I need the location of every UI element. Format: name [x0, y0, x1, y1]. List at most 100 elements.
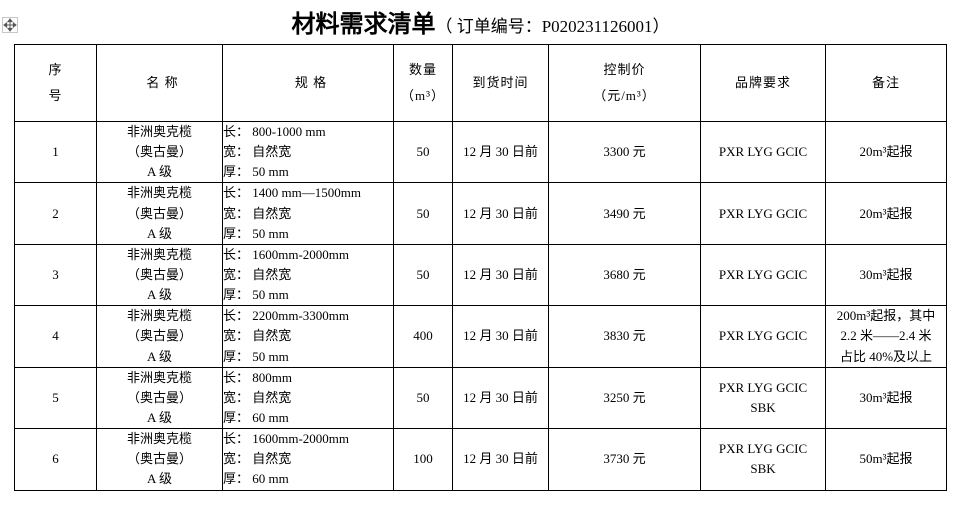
header-index-line2: 号 [48, 88, 63, 103]
cell-name-line1: 非洲奥克榄 [126, 308, 192, 324]
cell-note-line1: 30m³起报 [859, 389, 913, 405]
page-title: 材料需求清单（ 订单编号：P020231126001） [0, 4, 961, 39]
header-cell-note: 备注 [825, 44, 947, 122]
table-row: 6 非洲奥克榄 （奥古曼） A 级 长： 1600mm-2000mm 宽： 自然… [14, 428, 947, 491]
table-row: 4 非洲奥克榄 （奥古曼） A 级 长： 2200mm-3300mm 宽： 自然… [14, 305, 947, 368]
table-row: 5 非洲奥克榄 （奥古曼） A 级 长： 800mm 宽： 自然宽 厚： 60 … [14, 366, 947, 430]
cell-spec-length: 长： 1600mm-2000mm [223, 246, 350, 262]
cell-note: 50m³起报 [825, 428, 947, 491]
page-title-main: 材料需求清单 [291, 10, 436, 38]
cell-note: 30m³起报 [825, 243, 947, 307]
cell-brand-line1: PXR LYG GCIC [718, 205, 808, 221]
cell-spec-length: 长： 1600mm-2000mm [223, 431, 350, 447]
cell-spec-thickness: 厚： 50 mm [223, 348, 289, 364]
cell-spec: 长： 800-1000 mm 宽： 自然宽 厚： 50 mm [222, 120, 394, 184]
header-note-label: 备注 [871, 74, 900, 90]
material-requirement-table: 序 号 名 称 规 格 数量 （m³） 到货时间 [14, 44, 947, 491]
cell-name-line1: 非洲奥克榄 [126, 431, 192, 447]
cell-index: 2 [14, 182, 97, 245]
cell-name-line3: A 级 [147, 164, 172, 180]
cell-brand: PXR LYG GCIC [700, 305, 826, 368]
cell-quantity: 50 [393, 120, 453, 184]
cell-control-price: 3490 元 [548, 182, 701, 245]
cell-spec-thickness: 厚： 50 mm [223, 287, 289, 303]
cell-spec: 长： 1600mm-2000mm 宽： 自然宽 厚： 50 mm [222, 243, 394, 307]
cell-index: 1 [14, 120, 97, 184]
cell-name-line1: 非洲奥克榄 [126, 369, 192, 385]
cell-spec-thickness: 厚： 60 mm [223, 409, 289, 425]
cell-name: 非洲奥克榄 （奥古曼） A 级 [96, 120, 223, 184]
cell-index: 5 [14, 366, 97, 430]
cell-note-line1: 200m³起报，其中 [836, 308, 936, 324]
cell-name: 非洲奥克榄 （奥古曼） A 级 [96, 182, 223, 245]
cell-spec-width: 宽： 自然宽 [223, 389, 292, 405]
cell-brand: PXR LYG GCIC [700, 243, 826, 307]
cell-brand-line1: PXR LYG GCIC [718, 266, 808, 282]
header-cell-brand: 品牌要求 [700, 44, 826, 122]
header-qty-label: 数量 [408, 62, 437, 77]
cell-control-price: 3300 元 [548, 120, 701, 184]
cell-spec-length: 长： 800mm [223, 369, 292, 385]
cell-note-line1: 20m³起报 [859, 144, 913, 160]
cell-note: 30m³起报 [825, 366, 947, 430]
cell-name-line3: A 级 [147, 287, 172, 303]
table-row: 1 非洲奥克榄 （奥古曼） A 级 长： 800-1000 mm 宽： 自然宽 … [14, 120, 947, 184]
cell-spec-length: 长： 1400 mm—1500mm [223, 185, 361, 201]
cell-control-price: 3680 元 [548, 243, 701, 307]
cell-spec: 长： 2200mm-3300mm 宽： 自然宽 厚： 50 mm [222, 305, 394, 368]
table-header-row: 序 号 名 称 规 格 数量 （m³） 到货时间 [14, 44, 947, 122]
header-cell-delivery-date: 到货时间 [452, 44, 549, 122]
cell-brand-line2: SBK [750, 461, 776, 477]
cell-name-line2: （奥古曼） [126, 389, 192, 405]
cell-index: 6 [14, 428, 97, 491]
cell-delivery-date: 12 月 30 日前 [452, 120, 549, 184]
page-title-order-number: （ 订单编号：P020231126001） [435, 17, 670, 36]
cell-brand: PXR LYG GCIC SBK [700, 366, 826, 430]
cell-spec: 长： 1600mm-2000mm 宽： 自然宽 厚： 60 mm [222, 428, 394, 491]
cell-name-line2: （奥古曼） [126, 451, 192, 467]
cell-spec-width: 宽： 自然宽 [223, 205, 292, 221]
header-qty-unit: （m³） [400, 88, 445, 103]
cell-brand: PXR LYG GCIC SBK [700, 428, 826, 491]
cell-name: 非洲奥克榄 （奥古曼） A 级 [96, 366, 223, 430]
cell-name-line1: 非洲奥克榄 [126, 185, 192, 201]
cell-note-line1: 20m³起报 [859, 205, 913, 221]
cell-spec-width: 宽： 自然宽 [223, 144, 292, 160]
cell-name-line2: （奥古曼） [126, 266, 192, 282]
header-price-label: 控制价 [603, 62, 646, 77]
cell-brand: PXR LYG GCIC [700, 182, 826, 245]
cell-note: 20m³起报 [825, 120, 947, 184]
cell-quantity: 50 [393, 243, 453, 307]
cell-note: 200m³起报，其中 2.2 米——2.4 米 占比 40%及以上 [825, 305, 947, 368]
cell-spec-thickness: 厚： 50 mm [223, 164, 289, 180]
cell-quantity: 50 [393, 366, 453, 430]
cell-name-line3: A 级 [147, 225, 172, 241]
cell-control-price: 3250 元 [548, 366, 701, 430]
cell-brand-line1: PXR LYG GCIC [718, 328, 808, 344]
cell-brand-line1: PXR LYG GCIC [718, 379, 808, 395]
cell-delivery-date: 12 月 30 日前 [452, 305, 549, 368]
header-spec-label: 规 格 [294, 74, 328, 90]
header-index-line1: 序 [48, 62, 63, 77]
header-cell-quantity: 数量 （m³） [393, 44, 453, 122]
cell-note: 20m³起报 [825, 182, 947, 245]
cell-spec-width: 宽： 自然宽 [223, 451, 292, 467]
cell-index: 3 [14, 243, 97, 307]
cell-spec-length: 长： 800-1000 mm [223, 124, 326, 139]
header-cell-control-price: 控制价 （元/m³） [548, 44, 701, 122]
cell-delivery-date: 12 月 30 日前 [452, 366, 549, 430]
cell-note-line3: 占比 40%及以上 [839, 348, 933, 364]
cell-brand-line1: PXR LYG GCIC [718, 441, 808, 457]
cell-name-line3: A 级 [147, 471, 172, 487]
cell-index: 4 [14, 305, 97, 368]
cell-brand-line1: PXR LYG GCIC [718, 144, 808, 160]
cell-note-line1: 30m³起报 [859, 266, 913, 282]
cell-brand: PXR LYG GCIC [700, 120, 826, 184]
cell-note-line2: 2.2 米——2.4 米 [840, 328, 932, 344]
cell-control-price: 3830 元 [548, 305, 701, 368]
header-name-label: 名 称 [146, 74, 179, 90]
move-cross-icon [3, 18, 17, 32]
cell-name-line3: A 级 [147, 348, 172, 364]
table-move-handle[interactable] [2, 17, 18, 33]
cell-name-line1: 非洲奥克榄 [126, 124, 192, 139]
